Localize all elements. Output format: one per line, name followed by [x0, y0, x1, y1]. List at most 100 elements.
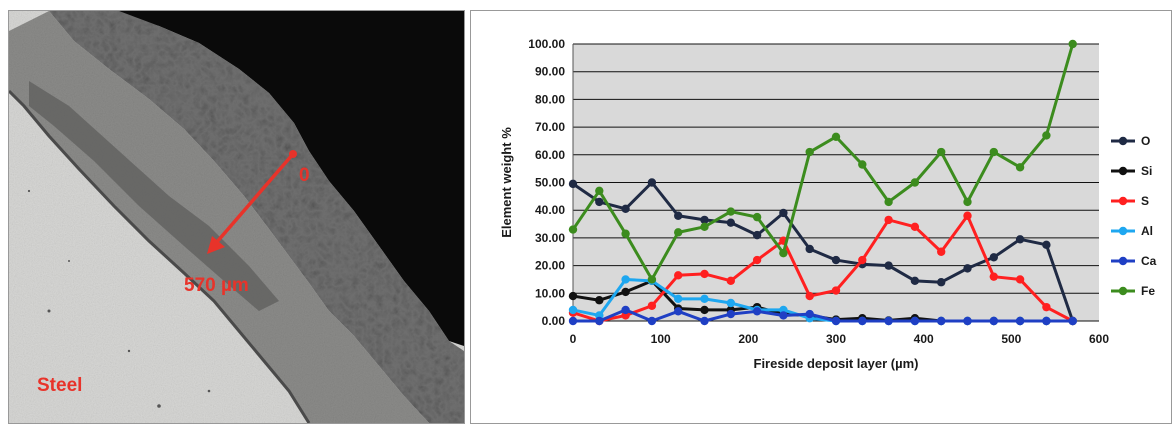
y-tick-label: 10.00 [535, 286, 565, 300]
legend-swatch-marker [1118, 226, 1128, 236]
data-point [910, 276, 920, 286]
deposit-outer-layer [49, 11, 464, 423]
data-point [989, 272, 998, 281]
y-tick-label: 30.00 [535, 231, 565, 245]
series-line [572, 181, 1075, 322]
steel-label: Steel [37, 375, 82, 396]
legend-label: S [1141, 194, 1149, 208]
data-point [595, 186, 604, 196]
series-s [568, 211, 1077, 326]
data-point [595, 316, 604, 326]
data-point [884, 261, 893, 270]
legend-item-si: Si [1111, 164, 1152, 178]
data-point [621, 204, 630, 214]
data-point [1042, 240, 1051, 250]
data-point [752, 212, 762, 222]
data-point [937, 278, 946, 287]
depth-arrow-shaft [214, 152, 295, 245]
data-point [910, 178, 920, 187]
data-point [858, 160, 867, 169]
data-point [1015, 316, 1025, 326]
deposit-inner-layer [9, 11, 429, 423]
data-point [674, 211, 683, 220]
series-o [568, 178, 1077, 326]
data-point [937, 147, 946, 157]
data-point [963, 211, 972, 220]
data-point [568, 291, 578, 301]
legend-swatch-marker [1118, 286, 1128, 296]
data-point [568, 179, 578, 189]
legend-label: O [1141, 134, 1150, 148]
data-point [700, 316, 709, 326]
sem-micrograph: 0 570 µm Steel [8, 10, 465, 424]
data-point [963, 197, 972, 207]
data-point [752, 307, 762, 316]
data-point [937, 247, 946, 256]
series-ca [568, 305, 1077, 326]
legend-label: Ca [1141, 254, 1157, 268]
data-point [621, 305, 630, 315]
data-point [989, 316, 998, 326]
data-point [674, 294, 683, 304]
legend-label: Al [1141, 224, 1153, 238]
y-axis-title: Element weight % [499, 127, 514, 238]
data-point [621, 275, 630, 284]
x-axis-title: Fireside deposit layer (µm) [754, 356, 919, 371]
data-point [752, 255, 762, 265]
data-point [647, 316, 657, 326]
data-point [989, 253, 998, 262]
legend-item-s: S [1111, 194, 1149, 208]
data-point [884, 215, 893, 225]
data-point [858, 316, 867, 326]
legend-label: Si [1141, 164, 1152, 178]
series-line [573, 308, 1073, 323]
data-point [963, 316, 972, 326]
y-tick-label: 40.00 [535, 203, 565, 217]
data-point [700, 294, 709, 304]
data-point [700, 222, 709, 232]
data-point [700, 305, 709, 315]
y-tick-label: 80.00 [535, 92, 565, 106]
data-point [1042, 131, 1051, 140]
x-tick-label: 500 [1001, 332, 1021, 346]
data-point [726, 207, 735, 216]
x-tick-label: 0 [570, 332, 577, 346]
legend: O Si S Al Ca Fe [1111, 134, 1157, 298]
legend-swatch-marker [1118, 166, 1128, 176]
data-point [1015, 275, 1025, 284]
data-point [989, 147, 998, 157]
data-point [674, 228, 683, 237]
data-point [621, 229, 630, 238]
x-axis-ticks: 0 100 200 300 400 500 600 [570, 332, 1110, 346]
data-point [621, 287, 630, 297]
micrograph-image: 0 570 µm Steel [9, 11, 464, 423]
y-tick-label: 0.00 [542, 314, 566, 328]
y-tick-label: 100.00 [528, 37, 565, 51]
steel-boundary [9, 89, 311, 423]
data-point [726, 218, 735, 227]
data-point [674, 271, 683, 280]
depth-arrow-origin [289, 150, 297, 158]
data-point [779, 208, 788, 218]
data-point [963, 264, 972, 273]
y-tick-label: 60.00 [535, 148, 565, 162]
series-line [571, 43, 1075, 281]
data-point [568, 305, 578, 315]
series-fe [568, 39, 1077, 284]
legend-item-o: O [1111, 134, 1150, 148]
data-point [568, 316, 578, 326]
y-axis-ticks: 0.00 10.00 20.00 30.00 40.00 50.00 60.00 70.00 8… [528, 37, 565, 328]
legend-item-ca: Ca [1111, 254, 1157, 268]
chart-svg: 0.00 10.00 20.00 30.00 40.00 50.00 60.00 70.00 8… [499, 37, 1157, 371]
data-point [910, 316, 920, 326]
data-point [884, 316, 893, 326]
y-tick-label: 50.00 [535, 176, 565, 190]
data-point [700, 215, 709, 225]
legend-swatch-marker [1118, 256, 1128, 266]
data-point [726, 309, 735, 319]
data-point [595, 296, 604, 305]
x-tick-label: 200 [738, 332, 758, 346]
legend-swatch-marker [1118, 196, 1128, 206]
data-point [1015, 235, 1025, 244]
data-point [1068, 316, 1077, 326]
